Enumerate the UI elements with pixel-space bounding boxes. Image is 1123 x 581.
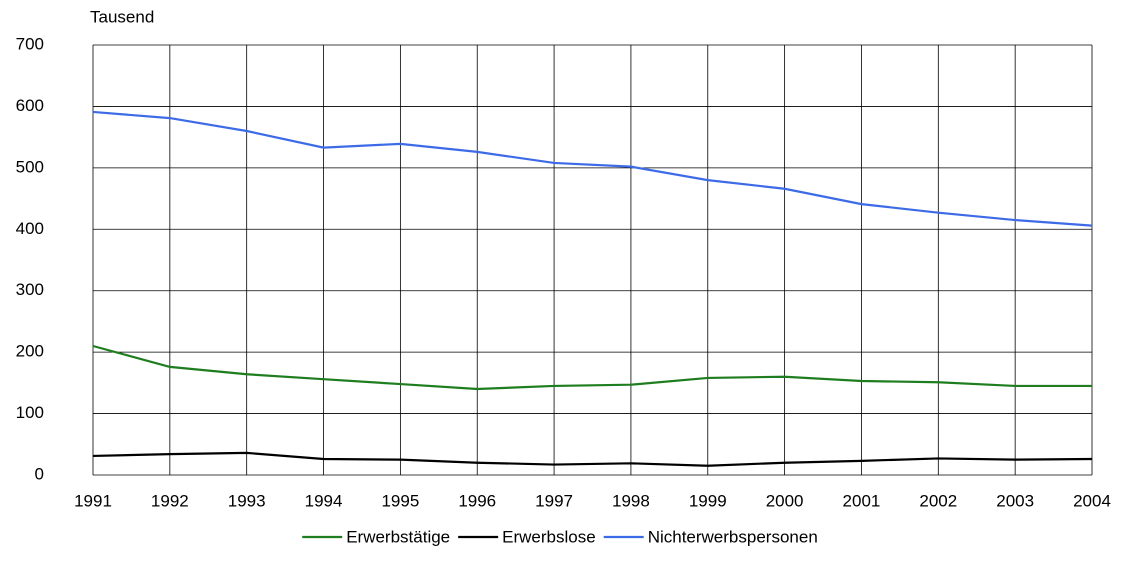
data-line — [92, 451, 1093, 467]
y-tick-label: 200 — [16, 342, 44, 361]
x-tick-label: 2001 — [843, 491, 881, 510]
legend-label: Erwerbslose — [502, 527, 596, 546]
legend-label: Nichterwerbspersonen — [648, 527, 818, 546]
x-tick-label: 1997 — [535, 491, 573, 510]
x-tick-label: 1994 — [305, 491, 343, 510]
y-tick-label: 600 — [16, 96, 44, 115]
x-tick-label: 1991 — [74, 491, 112, 510]
x-tick-label: 2002 — [919, 491, 957, 510]
x-tick-label: 1999 — [689, 491, 727, 510]
x-tick-label: 2000 — [766, 491, 804, 510]
y-tick-label: 100 — [16, 403, 44, 422]
x-tick-label: 1995 — [381, 491, 419, 510]
y-tick-label: 700 — [16, 34, 44, 53]
x-tick-label: 2003 — [996, 491, 1034, 510]
y-tick-label: 300 — [16, 280, 44, 299]
data-line — [92, 344, 1092, 391]
x-tick-label: 1993 — [228, 491, 266, 510]
x-tick-label: 1998 — [612, 491, 650, 510]
y-tick-label: 400 — [16, 219, 44, 238]
y-tick-label: 500 — [16, 157, 44, 176]
y-tick-label: 0 — [35, 464, 44, 483]
x-tick-label: 1992 — [151, 491, 189, 510]
y-axis-label: Tausend — [90, 7, 154, 26]
legend-label: Erwerbstätige — [346, 527, 450, 546]
x-tick-label: 2004 — [1073, 491, 1111, 510]
data-line — [92, 110, 1093, 227]
x-tick-label: 1996 — [458, 491, 496, 510]
